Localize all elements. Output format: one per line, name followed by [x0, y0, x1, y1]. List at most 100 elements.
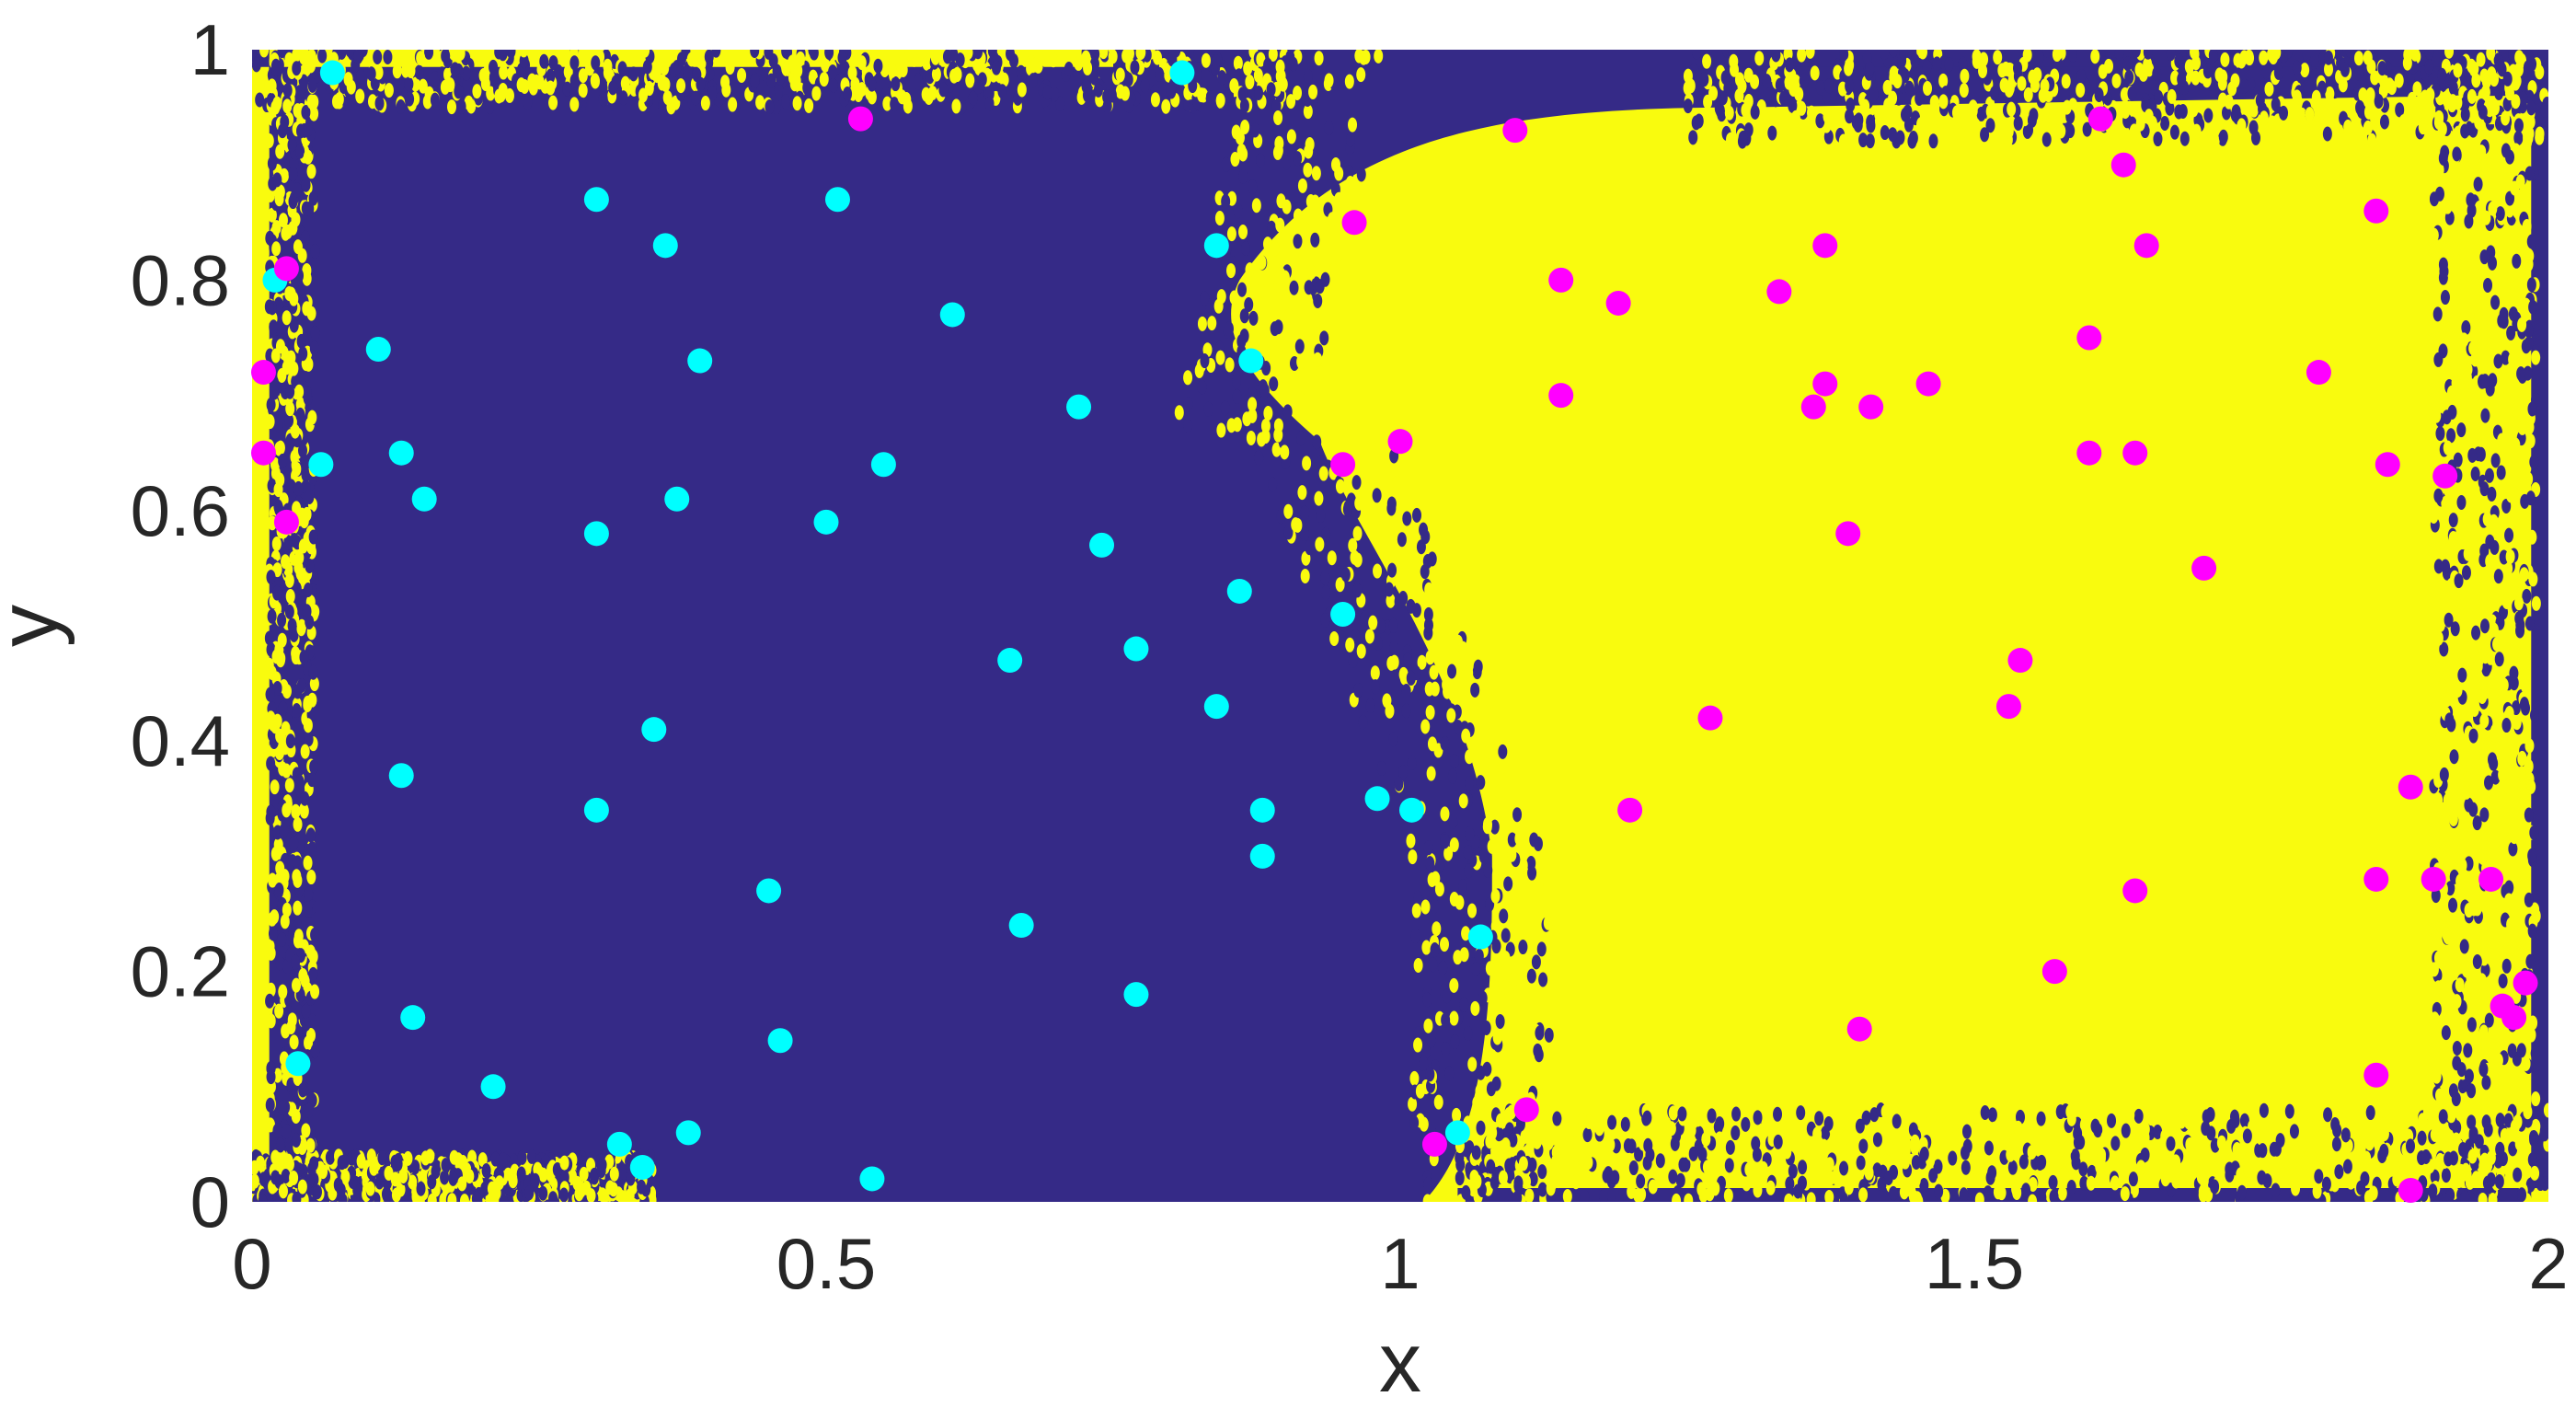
region-speckle-dot — [289, 361, 299, 376]
region-speckle-dot — [2505, 548, 2515, 564]
region-speckle-dot — [2239, 1113, 2249, 1128]
region-speckle-dot — [548, 55, 558, 71]
region-speckle-dot — [2524, 336, 2534, 352]
region-speckle-dot — [2454, 573, 2464, 589]
region-speckle-dot — [275, 1137, 285, 1153]
region-speckle-dot — [2462, 370, 2472, 386]
region-speckle-dot — [410, 76, 420, 92]
region-speckle-dot — [252, 50, 259, 58]
region-speckle-dot — [1789, 1120, 1800, 1136]
region-speckle-dot — [2459, 751, 2469, 767]
region-speckle-dot — [2535, 130, 2545, 145]
region-speckle-dot — [1490, 888, 1501, 904]
y-axis: 00.20.40.60.81 — [131, 9, 230, 1242]
region-speckle-dot — [1476, 775, 1486, 791]
region-speckle-dot — [1231, 124, 1241, 140]
region-speckle-dot — [252, 57, 261, 73]
region-speckle-dot — [2340, 62, 2350, 77]
region-speckle-dot — [1273, 110, 1283, 126]
region-speckle-dot — [1478, 835, 1489, 850]
region-speckle-dot — [2463, 1043, 2473, 1058]
region-speckle-dot — [2283, 50, 2294, 59]
region-speckle-dot — [1753, 1110, 1763, 1125]
region-speckle-dot — [293, 182, 303, 198]
region-speckle-dot — [2230, 107, 2240, 122]
region-speckle-dot — [1907, 133, 1917, 149]
region-speckle-dot — [552, 1161, 562, 1177]
region-speckle-dot — [605, 1180, 615, 1195]
region-speckle-dot — [2514, 610, 2524, 626]
region-speckle-dot — [1401, 683, 1411, 698]
region-speckle-dot — [2107, 1113, 2117, 1128]
region-speckle-dot — [2438, 257, 2448, 272]
region-speckle-dot — [1694, 1125, 1704, 1141]
region-speckle-dot — [265, 187, 275, 202]
region-speckle-dot — [2517, 1187, 2527, 1202]
region-speckle-dot — [1961, 1145, 1971, 1160]
region-speckle-dot — [1851, 114, 1861, 130]
region-speckle-dot — [282, 360, 292, 375]
region-speckle-dot — [309, 759, 319, 775]
region-speckle-dot — [2397, 1152, 2407, 1168]
region-speckle-dot — [270, 385, 280, 400]
data-point — [583, 797, 609, 823]
region-speckle-dot — [2446, 428, 2456, 444]
region-speckle-dot — [1447, 664, 1457, 679]
region-speckle-dot — [280, 869, 290, 884]
region-speckle-dot — [450, 62, 460, 77]
region-speckle-dot — [2454, 605, 2464, 620]
region-speckle-dot — [1397, 532, 1407, 548]
region-speckle-dot — [2237, 118, 2247, 133]
region-speckle-dot — [265, 230, 275, 246]
region-speckle-dot — [2539, 1126, 2548, 1142]
region-speckle-dot — [973, 79, 983, 95]
region-speckle-dot — [2462, 164, 2472, 179]
region-speckle-dot — [2129, 1183, 2139, 1198]
region-speckle-dot — [2504, 893, 2514, 908]
region-speckle-dot — [2022, 50, 2032, 63]
region-speckle-dot — [1895, 130, 1905, 145]
region-speckle-dot — [2480, 374, 2490, 389]
data-point — [2363, 1062, 2389, 1088]
region-speckle-dot — [2041, 132, 2052, 147]
region-speckle-dot — [2490, 453, 2501, 468]
region-speckle-dot — [997, 84, 1007, 99]
region-speckle-dot — [2257, 1170, 2267, 1185]
region-speckle-dot — [1773, 1134, 1783, 1149]
region-speckle-dot — [487, 1181, 497, 1196]
region-speckle-dot — [2528, 571, 2538, 587]
region-speckle-dot — [1409, 1115, 1420, 1131]
region-speckle-dot — [2478, 104, 2488, 120]
region-speckle-dot — [1340, 567, 1351, 583]
region-speckle-dot — [1449, 754, 1459, 769]
region-speckle-dot — [1356, 67, 1366, 83]
region-speckle-dot — [303, 718, 313, 733]
region-speckle-dot — [2343, 119, 2353, 134]
region-speckle-dot — [274, 441, 284, 456]
data-point — [1249, 843, 1275, 869]
region-speckle-dot — [1441, 1012, 1451, 1028]
region-speckle-dot — [374, 64, 384, 80]
region-speckle-dot — [2248, 102, 2259, 118]
region-speckle-dot — [1959, 83, 1969, 98]
region-speckle-dot — [1623, 1138, 1633, 1154]
region-speckle-dot — [2440, 290, 2450, 306]
region-speckle-dot — [2062, 99, 2072, 115]
region-speckle-dot — [306, 50, 316, 64]
region-speckle-dot — [1655, 1153, 1665, 1169]
region-speckle-dot — [1243, 61, 1253, 76]
region-speckle-dot — [1254, 85, 1264, 100]
region-speckle-dot — [458, 1155, 468, 1171]
region-speckle-dot — [2429, 962, 2439, 977]
region-speckle-dot — [2504, 527, 2514, 543]
region-speckle-dot — [281, 554, 291, 570]
region-speckle-dot — [1610, 1170, 1620, 1185]
data-point — [1398, 797, 1424, 823]
region-speckle-dot — [1388, 732, 1398, 747]
data-point — [2041, 959, 2067, 985]
region-speckle-dot — [1974, 1192, 1984, 1202]
region-speckle-dot — [1293, 208, 1303, 224]
data-point — [1766, 279, 1792, 305]
region-speckle-dot — [1174, 405, 1184, 421]
region-speckle-dot — [2519, 786, 2529, 802]
